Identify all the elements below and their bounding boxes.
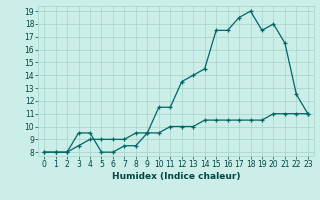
X-axis label: Humidex (Indice chaleur): Humidex (Indice chaleur)	[112, 172, 240, 181]
